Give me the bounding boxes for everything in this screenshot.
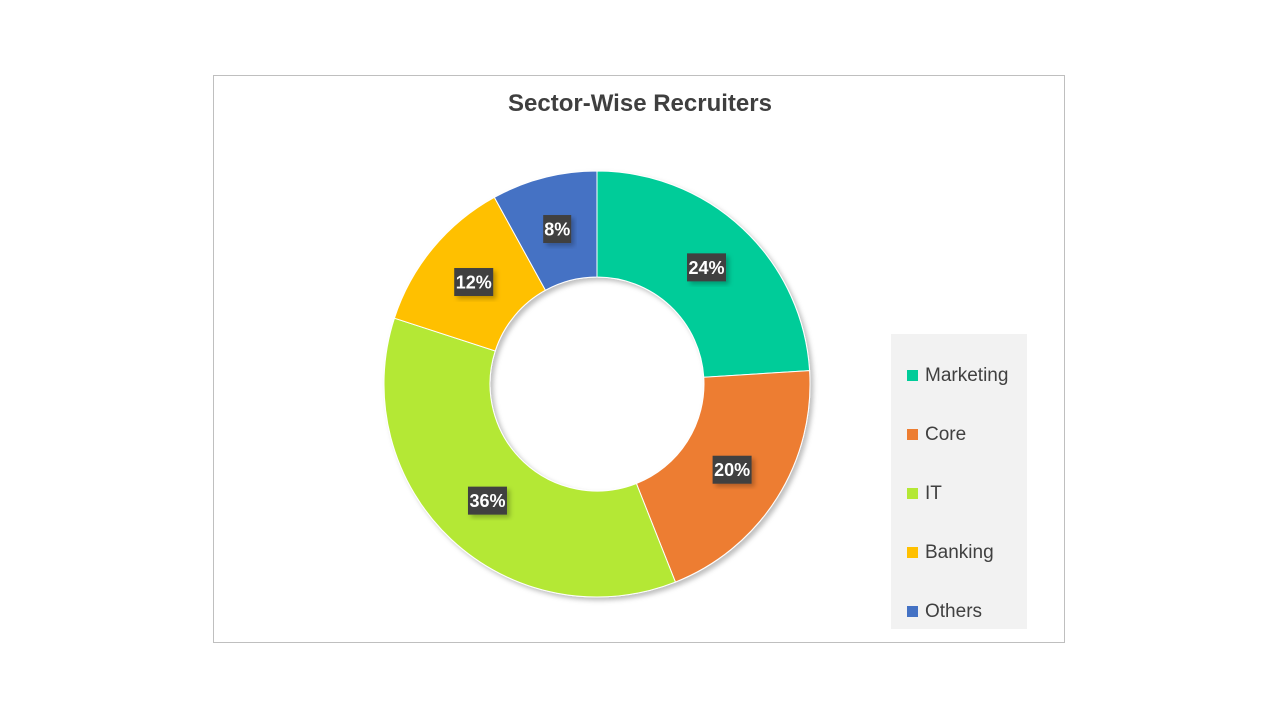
- data-label-banking: 12%: [454, 268, 494, 297]
- legend-label: Core: [925, 423, 967, 445]
- data-label-box: [467, 486, 507, 515]
- legend-item-marketing: Marketing: [891, 346, 1027, 405]
- legend-label: Marketing: [925, 364, 1009, 386]
- legend-swatch: [907, 547, 918, 558]
- data-label-text: 24%: [689, 258, 725, 278]
- data-label-others: 8%: [543, 215, 572, 244]
- data-label-core: 20%: [712, 455, 752, 484]
- legend-label: Banking: [925, 541, 994, 563]
- data-label-box: [543, 215, 572, 244]
- data-label-text: 36%: [469, 491, 505, 511]
- chart-frame: Sector-Wise Recruiters 24% 20% 36% 12% 8% Ma…: [213, 75, 1065, 643]
- data-label-text: 20%: [714, 460, 750, 480]
- slice-it: [383, 317, 677, 598]
- data-label-text: 12%: [456, 273, 492, 293]
- legend-swatch: [907, 370, 918, 381]
- data-label-box: [712, 455, 752, 484]
- legend: Marketing Core IT Banking Others: [891, 334, 1027, 629]
- data-label-marketing: 24%: [687, 253, 727, 282]
- donut-chart: 24% 20% 36% 12% 8%: [383, 170, 811, 598]
- data-label-box: [454, 268, 494, 297]
- legend-item-banking: Banking: [891, 523, 1027, 582]
- legend-swatch: [907, 606, 918, 617]
- data-label-text: 8%: [544, 220, 570, 240]
- legend-swatch: [907, 488, 918, 499]
- legend-label: IT: [925, 482, 942, 504]
- chart-title: Sector-Wise Recruiters: [508, 90, 772, 117]
- legend-label: Others: [925, 600, 983, 622]
- legend-item-core: Core: [891, 405, 1027, 464]
- data-label-it: 36%: [467, 486, 507, 515]
- legend-swatch: [907, 429, 918, 440]
- data-label-box: [687, 253, 727, 282]
- legend-item-others: Others: [891, 582, 1027, 641]
- legend-item-it: IT: [891, 464, 1027, 523]
